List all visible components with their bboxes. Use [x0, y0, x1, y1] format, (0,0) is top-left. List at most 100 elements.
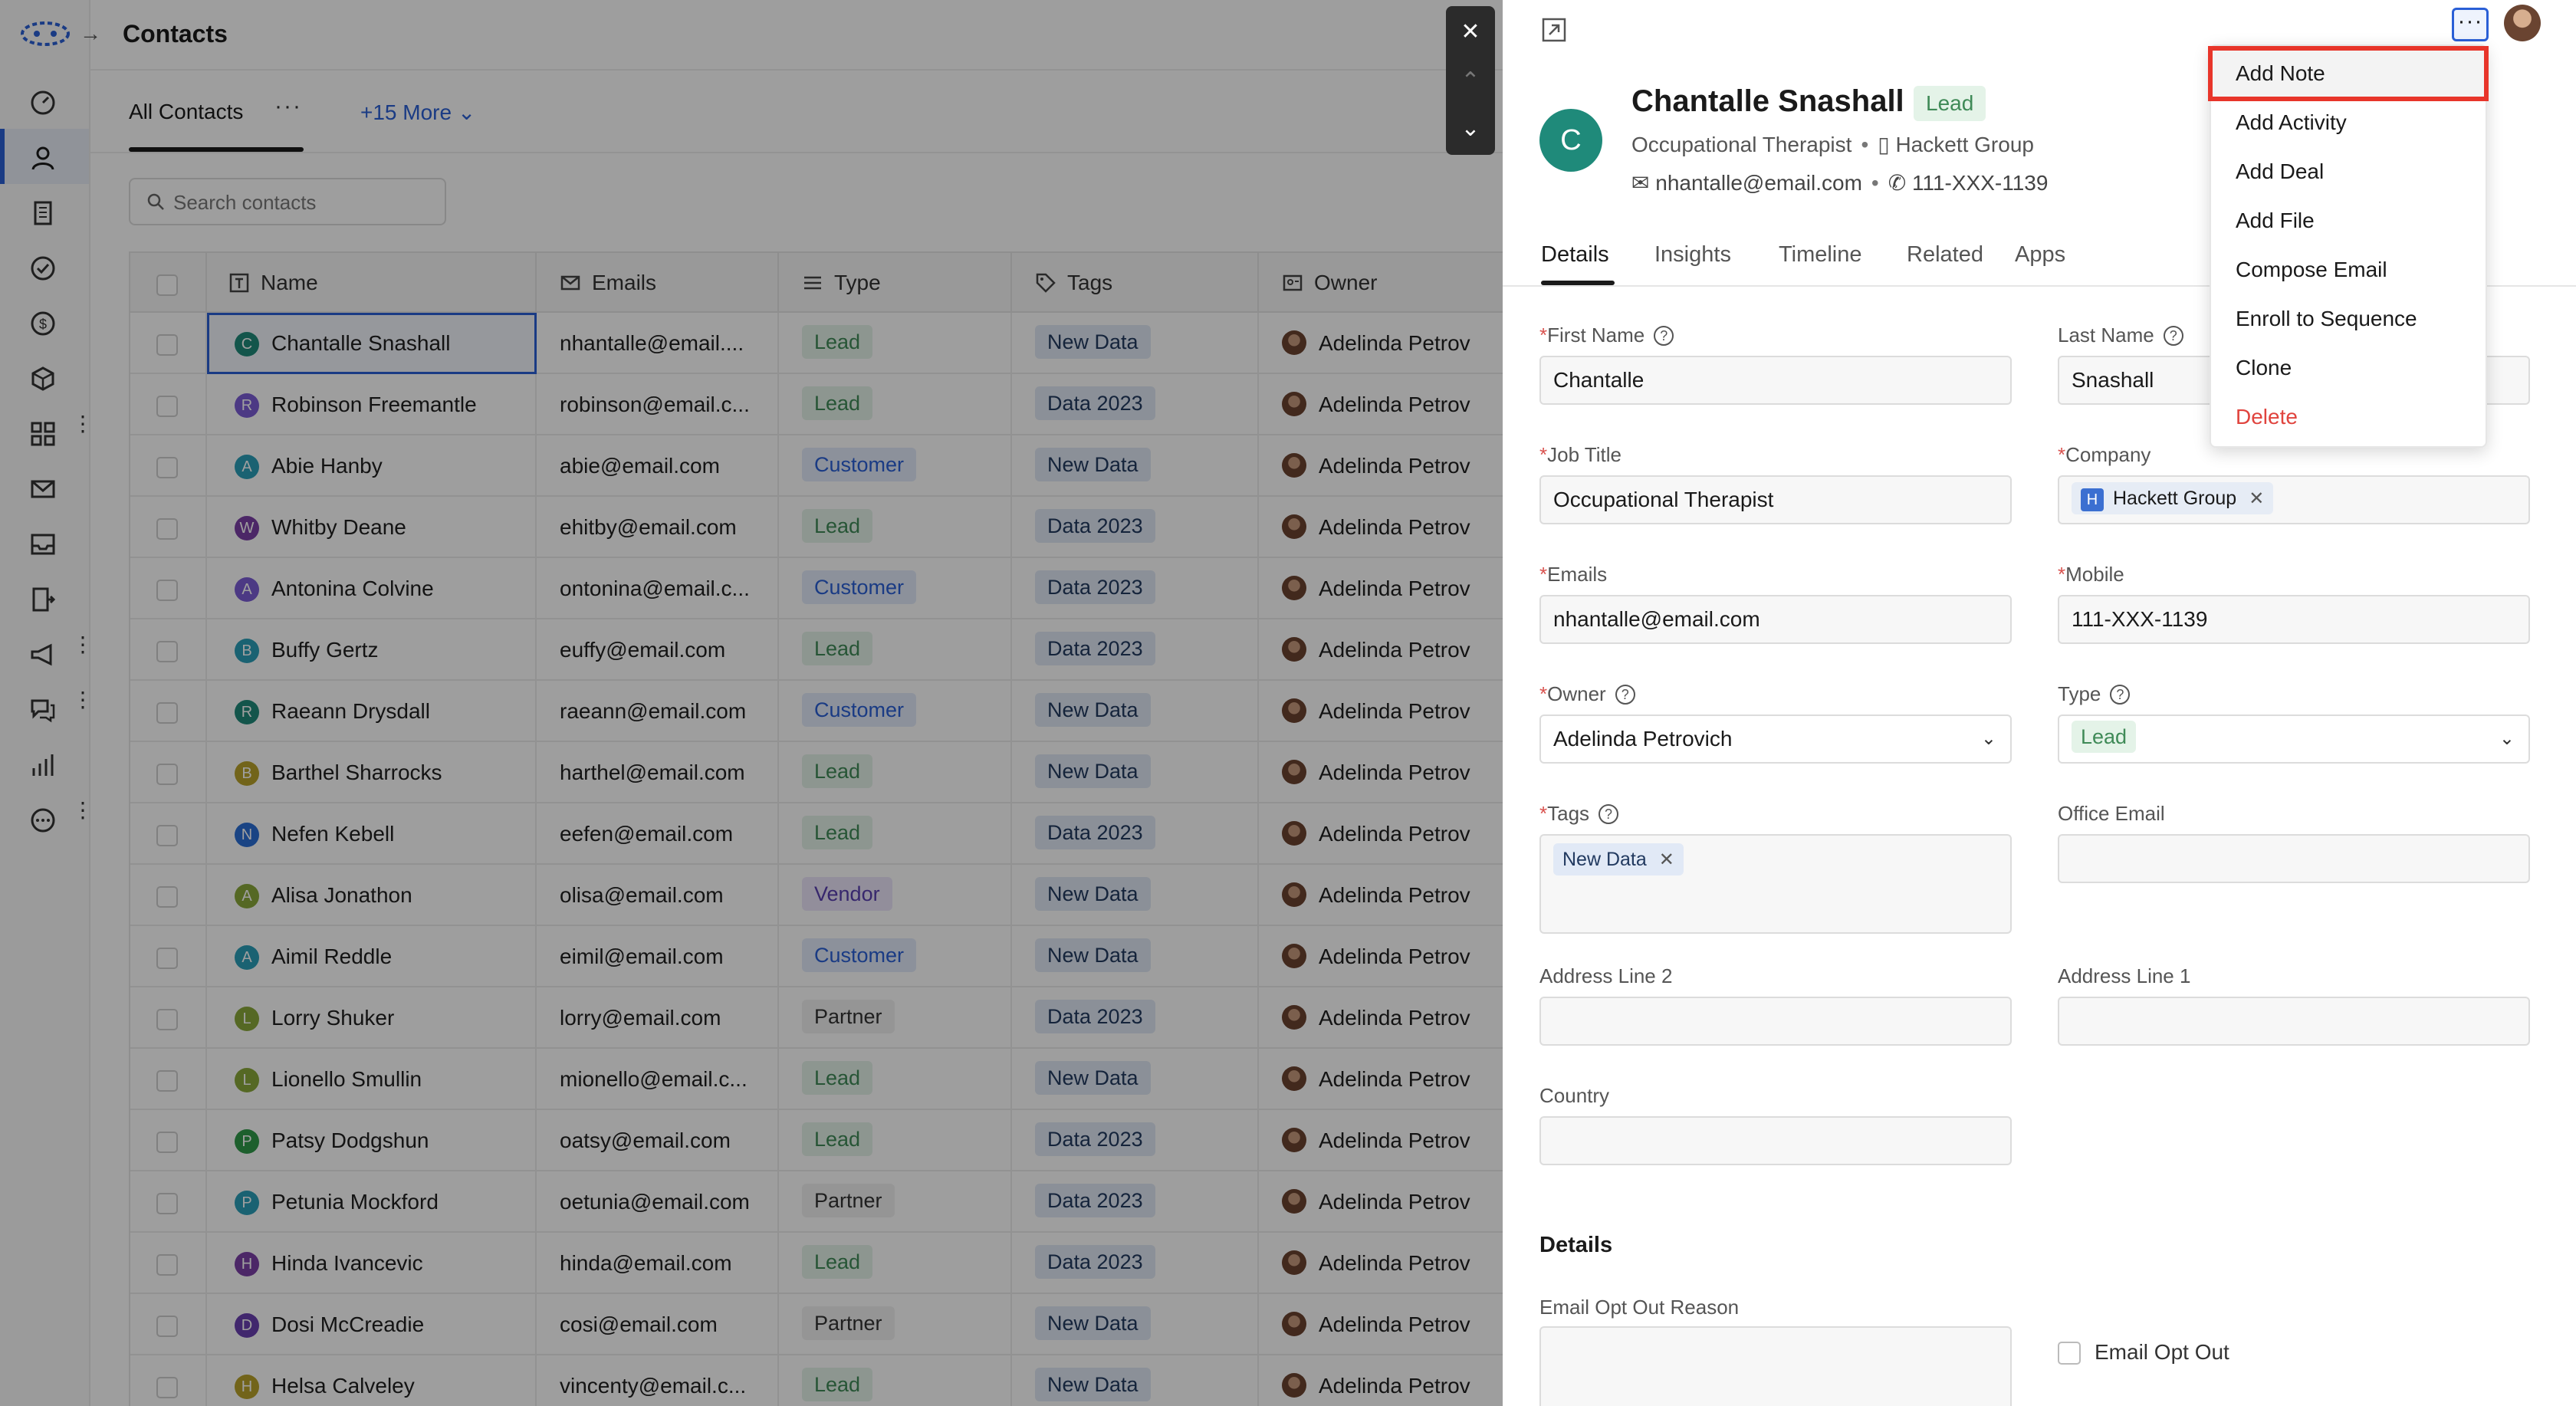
- tags-cell[interactable]: Data 2023: [1012, 497, 1259, 558]
- table-row[interactable]: A Aimil Reddle eimil@email.com Customer New …: [130, 926, 1504, 987]
- row-checkbox[interactable]: [156, 334, 178, 356]
- email-cell[interactable]: olisa@email.com: [537, 865, 779, 926]
- type-cell[interactable]: Partner: [779, 1171, 1012, 1233]
- type-cell[interactable]: Lead: [779, 497, 1012, 558]
- owner-cell[interactable]: Adelinda Petrov: [1259, 681, 1504, 742]
- email-cell[interactable]: ontonina@email.c...: [537, 558, 779, 619]
- tags-cell[interactable]: Data 2023: [1012, 619, 1259, 681]
- type-cell[interactable]: Lead: [779, 1233, 1012, 1294]
- tags-cell[interactable]: Data 2023: [1012, 374, 1259, 435]
- row-checkbox[interactable]: [156, 825, 178, 846]
- remove-icon[interactable]: ✕: [2249, 488, 2265, 509]
- mobile-field[interactable]: 111-XXX-1139: [2058, 595, 2530, 644]
- row-checkbox[interactable]: [156, 580, 178, 601]
- open-full-page-icon[interactable]: [1541, 17, 1567, 43]
- table-row[interactable]: B Buffy Gertz euffy@email.com Lead Data 2023…: [130, 619, 1504, 681]
- row-checkbox[interactable]: [156, 1254, 178, 1276]
- table-row[interactable]: L Lorry Shuker lorry@email.com Partner Data …: [130, 987, 1504, 1049]
- name-cell[interactable]: N Nefen Kebell: [207, 803, 537, 865]
- owner-cell[interactable]: Adelinda Petrov: [1259, 1294, 1504, 1355]
- office-email-field[interactable]: [2058, 834, 2530, 883]
- column-emails[interactable]: Emails: [537, 253, 779, 313]
- owner-cell[interactable]: Adelinda Petrov: [1259, 435, 1504, 497]
- column-name[interactable]: Name: [207, 253, 537, 313]
- type-cell[interactable]: Lead: [779, 619, 1012, 681]
- help-icon[interactable]: ?: [1598, 804, 1619, 824]
- email-cell[interactable]: eefen@email.com: [537, 803, 779, 865]
- first-name-field[interactable]: Chantalle: [1539, 356, 2012, 405]
- email-cell[interactable]: abie@email.com: [537, 435, 779, 497]
- modal-backdrop[interactable]: [0, 0, 1503, 1406]
- name-cell[interactable]: H Hinda Ivancevic: [207, 1233, 537, 1294]
- type-cell[interactable]: Lead: [779, 803, 1012, 865]
- select-all-checkbox[interactable]: [156, 274, 178, 296]
- table-row[interactable]: D Dosi McCreadie cosi@email.com Partner New …: [130, 1294, 1504, 1355]
- more-actions-button[interactable]: ···: [2452, 8, 2489, 41]
- rail-sequences[interactable]: [0, 570, 89, 626]
- row-checkbox[interactable]: [156, 396, 178, 417]
- type-cell[interactable]: Lead: [779, 1355, 1012, 1406]
- user-avatar[interactable]: [2504, 5, 2541, 41]
- name-cell[interactable]: R Robinson Freemantle: [207, 374, 537, 435]
- email-cell[interactable]: euffy@email.com: [537, 619, 779, 681]
- type-cell[interactable]: Customer: [779, 558, 1012, 619]
- owner-cell[interactable]: Adelinda Petrov: [1259, 313, 1504, 374]
- tags-field[interactable]: New Data ✕: [1539, 834, 2012, 934]
- type-select[interactable]: Lead ⌄: [2058, 714, 2530, 764]
- type-cell[interactable]: Lead: [779, 313, 1012, 374]
- remove-icon[interactable]: ✕: [1658, 849, 1674, 870]
- email-cell[interactable]: nhantalle@email....: [537, 313, 779, 374]
- owner-cell[interactable]: Adelinda Petrov: [1259, 987, 1504, 1049]
- email-cell[interactable]: cosi@email.com: [537, 1294, 779, 1355]
- row-checkbox[interactable]: [156, 764, 178, 785]
- owner-cell[interactable]: Adelinda Petrov: [1259, 1110, 1504, 1171]
- rail-mail[interactable]: [0, 460, 89, 515]
- tags-cell[interactable]: New Data: [1012, 926, 1259, 987]
- email-cell[interactable]: eimil@email.com: [537, 926, 779, 987]
- name-cell[interactable]: W Whitby Deane: [207, 497, 537, 558]
- help-icon[interactable]: ?: [2110, 685, 2131, 705]
- email-cell[interactable]: harthel@email.com: [537, 742, 779, 803]
- type-cell[interactable]: Lead: [779, 374, 1012, 435]
- email-cell[interactable]: vincenty@email.c...: [537, 1355, 779, 1406]
- type-cell[interactable]: Lead: [779, 1110, 1012, 1171]
- emails-field[interactable]: nhantalle@email.com: [1539, 595, 2012, 644]
- search-box[interactable]: [129, 178, 446, 225]
- table-row[interactable]: W Whitby Deane ehitby@email.com Lead Data 20…: [130, 497, 1504, 558]
- job-title-field[interactable]: Occupational Therapist: [1539, 475, 2012, 524]
- type-cell[interactable]: Lead: [779, 1049, 1012, 1110]
- menu-item-add-activity[interactable]: Add Activity: [2236, 110, 2347, 134]
- tags-cell[interactable]: Data 2023: [1012, 1233, 1259, 1294]
- table-row[interactable]: R Raeann Drysdall raeann@email.com Customer…: [130, 681, 1504, 742]
- table-row[interactable]: B Barthel Sharrocks harthel@email.com Lead N…: [130, 742, 1504, 803]
- owner-cell[interactable]: Adelinda Petrov: [1259, 374, 1504, 435]
- owner-cell[interactable]: Adelinda Petrov: [1259, 558, 1504, 619]
- row-checkbox[interactable]: [156, 1009, 178, 1030]
- row-checkbox[interactable]: [156, 886, 178, 908]
- tags-cell[interactable]: New Data: [1012, 313, 1259, 374]
- tags-cell[interactable]: New Data: [1012, 681, 1259, 742]
- row-checkbox[interactable]: [156, 1377, 178, 1398]
- email-cell[interactable]: oatsy@email.com: [537, 1110, 779, 1171]
- address-line-2-field[interactable]: [1539, 997, 2012, 1046]
- tags-cell[interactable]: Data 2023: [1012, 987, 1259, 1049]
- owner-cell[interactable]: Adelinda Petrov: [1259, 1233, 1504, 1294]
- menu-item-delete[interactable]: Delete: [2236, 405, 2298, 429]
- menu-item-enroll-sequence[interactable]: Enroll to Sequence: [2236, 307, 2417, 330]
- opt-out-reason-field[interactable]: [1539, 1326, 2012, 1406]
- column-tags[interactable]: Tags: [1012, 253, 1259, 313]
- table-row[interactable]: R Robinson Freemantle robinson@email.c... L…: [130, 374, 1504, 435]
- expand-sidebar-icon[interactable]: →: [80, 21, 101, 45]
- table-row[interactable]: N Nefen Kebell eefen@email.com Lead Data 202…: [130, 803, 1504, 865]
- name-cell[interactable]: A Abie Hanby: [207, 435, 537, 497]
- help-icon[interactable]: ?: [1615, 685, 1635, 705]
- tags-cell[interactable]: New Data: [1012, 865, 1259, 926]
- tab-related[interactable]: Related: [1907, 242, 1983, 267]
- menu-item-add-deal[interactable]: Add Deal: [2236, 159, 2325, 183]
- email-cell[interactable]: ehitby@email.com: [537, 497, 779, 558]
- search-input[interactable]: [173, 187, 434, 218]
- owner-cell[interactable]: Adelinda Petrov: [1259, 619, 1504, 681]
- email-cell[interactable]: hinda@email.com: [537, 1233, 779, 1294]
- tab-timeline[interactable]: Timeline: [1779, 242, 1862, 267]
- view-options-icon[interactable]: ···: [274, 94, 302, 119]
